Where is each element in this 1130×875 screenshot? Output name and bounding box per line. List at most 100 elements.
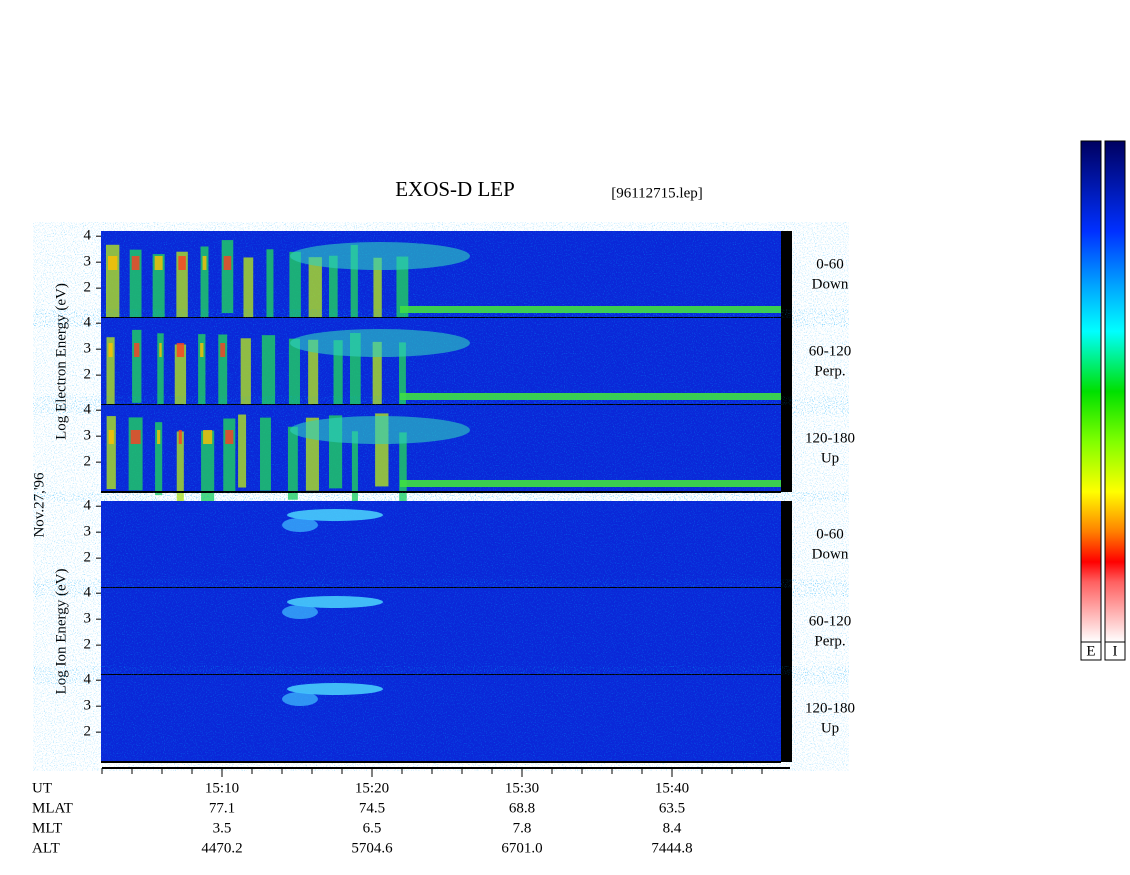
ion-streak [282, 605, 318, 619]
pitch-angle: 60-120 [809, 343, 852, 359]
black-strip [781, 405, 792, 492]
ephemeris-value: 5704.6 [351, 840, 393, 856]
y-tick-label: 4 [84, 402, 92, 418]
low-band [400, 480, 781, 487]
black-strip [781, 675, 792, 762]
noise [101, 588, 781, 675]
flux-burst [350, 333, 361, 407]
flux-burst [288, 338, 300, 412]
y-tick-label: 4 [84, 498, 92, 514]
flux-burst [176, 251, 188, 325]
flux-burst [201, 430, 215, 504]
flux-burst [373, 257, 382, 331]
direction: Perp. [814, 633, 845, 649]
y-tick-label: 3 [84, 428, 92, 444]
flux-burst [129, 249, 142, 323]
colorbar [1104, 140, 1126, 643]
y-axis-label: Log Ion Energy (eV) [53, 569, 69, 695]
black-strip [781, 318, 792, 405]
flux-burst [396, 256, 409, 330]
pitch-angle: 60-120 [809, 613, 852, 629]
ephemeris-name: UT [32, 780, 52, 796]
flux-core [202, 256, 207, 270]
ephemeris-value: 3.5 [213, 820, 232, 836]
colorbar-label: E [1086, 643, 1095, 659]
flux-burst [287, 426, 298, 500]
ephemeris-value: 63.5 [659, 800, 685, 816]
file-name: [96112715.lep] [611, 185, 703, 201]
direction: Down [812, 276, 849, 292]
black-strip [781, 231, 792, 318]
flux-burst [200, 246, 209, 320]
colorbar-label-box [1104, 641, 1126, 661]
y-tick-label: 4 [84, 672, 92, 688]
low-band [400, 306, 781, 313]
ephemeris-value: 6701.0 [501, 840, 542, 856]
black-strip [781, 501, 792, 588]
flux-burst [308, 339, 319, 413]
flux-burst [399, 432, 407, 506]
pitch-angle: 0-60 [816, 256, 844, 272]
y-tick-label: 4 [84, 315, 92, 331]
colorbar [1080, 140, 1102, 643]
flux-burst [218, 334, 228, 408]
pitch-angle: 120-180 [805, 430, 855, 446]
flux-core [220, 343, 226, 357]
ion-streak [282, 518, 318, 532]
colorbar-label: I [1113, 643, 1118, 659]
low-band [400, 393, 781, 400]
flux-core [108, 343, 113, 357]
flux-burst [155, 422, 163, 496]
flux-core [176, 343, 185, 357]
noise [101, 405, 781, 492]
y-tick-label: 3 [84, 611, 92, 627]
flux-burst [261, 335, 276, 409]
flux-burst [174, 344, 187, 418]
flux-burst [243, 257, 254, 331]
y-tick-label: 3 [84, 254, 92, 270]
y-tick-label: 2 [84, 724, 92, 740]
y-tick-label: 3 [84, 341, 92, 357]
flux-core [154, 256, 163, 270]
ephemeris-value: 7.8 [513, 820, 532, 836]
flux-core [203, 430, 213, 444]
flux-burst [351, 431, 358, 505]
flux-burst [132, 329, 142, 403]
ephemeris-value: 4470.2 [201, 840, 242, 856]
flux-core [200, 343, 204, 357]
y-tick-label: 3 [84, 698, 92, 714]
title: EXOS-D LEP [395, 177, 515, 201]
flux-burst [106, 244, 120, 318]
flux-core [108, 430, 114, 444]
y-tick-label: 2 [84, 550, 92, 566]
date: Nov.27,'96 [31, 472, 47, 538]
diffuse [290, 242, 470, 270]
y-tick-label: 2 [84, 454, 92, 470]
ion-streak [287, 683, 383, 695]
flux-core [225, 430, 234, 444]
y-tick-label: 4 [84, 228, 92, 244]
ephemeris-name: ALT [32, 840, 60, 856]
flux-burst [221, 240, 234, 314]
flux-burst [176, 431, 184, 505]
ion-streak [287, 509, 383, 521]
flux-core [157, 430, 161, 444]
flux-burst [240, 338, 251, 412]
noise [101, 318, 781, 405]
black-strip [781, 588, 792, 675]
flux-core [178, 430, 182, 444]
y-tick-label: 2 [84, 637, 92, 653]
flux-core [159, 343, 162, 357]
y-tick-label: 4 [84, 585, 92, 601]
noise [101, 501, 781, 588]
y-tick-label: 2 [84, 280, 92, 296]
ephemeris-name: MLT [32, 820, 62, 836]
flux-burst [238, 414, 247, 488]
ephemeris-value: 8.4 [663, 820, 682, 836]
flux-core [130, 430, 141, 444]
flux-burst [266, 249, 274, 323]
direction: Down [812, 546, 849, 562]
noise [101, 675, 781, 762]
flux-burst [289, 251, 301, 325]
flux-core [178, 256, 186, 270]
